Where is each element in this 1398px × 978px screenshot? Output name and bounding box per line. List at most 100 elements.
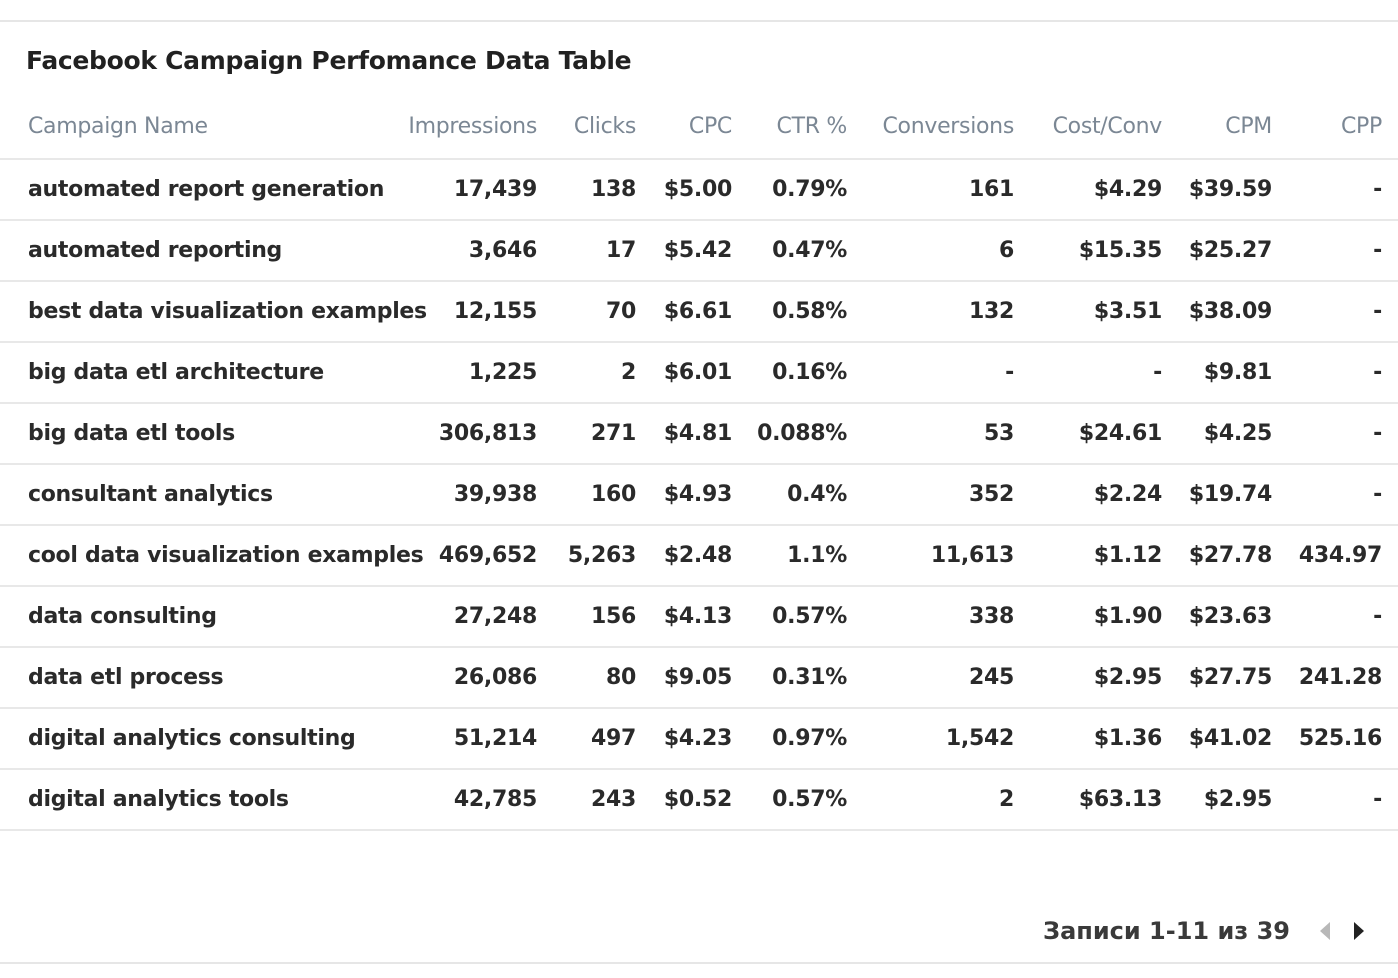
campaign-name-cell: digital analytics consulting bbox=[0, 708, 392, 770]
table-row[interactable]: data consulting 27,248 156 $4.13 0.57% 338 $1.… bbox=[0, 586, 1398, 648]
table-row[interactable]: big data etl tools 306,813 271 $4.81 0.088% 5… bbox=[0, 403, 1398, 465]
ctr-cell: 0.4% bbox=[748, 464, 863, 526]
table-row[interactable]: big data etl architecture 1,225 2 $6.01 0.16… bbox=[0, 342, 1398, 404]
table-row[interactable]: best data visualization examples 12,155 70… bbox=[0, 281, 1398, 343]
campaign-name-cell: data consulting bbox=[0, 586, 392, 648]
impressions-cell: 51,214 bbox=[392, 708, 553, 770]
ctr-cell: 0.31% bbox=[748, 647, 863, 709]
column-header-cpm[interactable]: CPM bbox=[1178, 94, 1288, 160]
conversions-cell: 132 bbox=[863, 281, 1030, 343]
ctr-cell: 0.58% bbox=[748, 281, 863, 343]
conversions-cell: 2 bbox=[863, 769, 1030, 831]
cpp-cell: 525.16 bbox=[1288, 708, 1398, 770]
cost-per-conv-cell: $2.24 bbox=[1030, 464, 1178, 526]
column-header-campaign-name[interactable]: Campaign Name bbox=[0, 94, 392, 160]
cost-per-conv-cell: $3.51 bbox=[1030, 281, 1178, 343]
conversions-cell: 6 bbox=[863, 220, 1030, 282]
table-row[interactable]: automated report generation 17,439 138 $5.0… bbox=[0, 159, 1398, 221]
cpp-cell: - bbox=[1288, 220, 1398, 282]
chevron-right-icon[interactable] bbox=[1342, 914, 1376, 948]
clicks-cell: 17 bbox=[553, 220, 652, 282]
cpc-cell: $4.93 bbox=[652, 464, 748, 526]
campaign-name-cell: best data visualization examples bbox=[0, 281, 427, 343]
impressions-cell: 27,248 bbox=[392, 586, 553, 648]
clicks-cell: 271 bbox=[553, 403, 652, 465]
table-row[interactable]: cool data visualization examples 469,652 5… bbox=[0, 525, 1398, 587]
ctr-cell: 0.088% bbox=[748, 403, 863, 465]
campaign-name-cell: big data etl architecture bbox=[0, 342, 392, 404]
table-row[interactable]: automated reporting 3,646 17 $5.42 0.47% 6 $15… bbox=[0, 220, 1398, 282]
conversions-cell: 245 bbox=[863, 647, 1030, 709]
cpc-cell: $4.81 bbox=[652, 403, 748, 465]
cpc-cell: $2.48 bbox=[652, 525, 748, 587]
clicks-cell: 243 bbox=[553, 769, 652, 831]
campaign-name-cell: big data etl tools bbox=[0, 403, 392, 465]
impressions-cell: 3,646 bbox=[392, 220, 553, 282]
clicks-cell: 70 bbox=[553, 281, 652, 343]
impressions-cell: 306,813 bbox=[392, 403, 553, 465]
cpm-cell: $39.59 bbox=[1178, 159, 1288, 221]
clicks-cell: 5,263 bbox=[553, 525, 652, 587]
cpm-cell: $23.63 bbox=[1178, 586, 1288, 648]
cpm-cell: $2.95 bbox=[1178, 769, 1288, 831]
pagination: Записи 1-11 из 39 bbox=[1043, 914, 1376, 948]
cpp-cell: - bbox=[1288, 769, 1398, 831]
table-row[interactable]: data etl process 26,086 80 $9.05 0.31% 245 $2.… bbox=[0, 647, 1398, 709]
ctr-cell: 0.57% bbox=[748, 769, 863, 831]
chevron-left-icon[interactable] bbox=[1308, 914, 1342, 948]
cost-per-conv-cell: - bbox=[1030, 342, 1178, 404]
cost-per-conv-cell: $63.13 bbox=[1030, 769, 1178, 831]
column-header-cpp[interactable]: CPP bbox=[1288, 94, 1398, 160]
impressions-cell: 469,652 bbox=[392, 525, 553, 587]
clicks-cell: 2 bbox=[553, 342, 652, 404]
clicks-cell: 138 bbox=[553, 159, 652, 221]
column-header-cost-per-conv[interactable]: Cost/Conv bbox=[1030, 94, 1178, 160]
pagination-label: Записи 1-11 из 39 bbox=[1043, 917, 1290, 945]
column-header-impressions[interactable]: Impressions bbox=[392, 94, 553, 160]
ctr-cell: 0.79% bbox=[748, 159, 863, 221]
cpc-cell: $6.61 bbox=[652, 281, 748, 343]
table-body: automated report generation 17,439 138 $5.0… bbox=[0, 159, 1398, 831]
cpm-cell: $19.74 bbox=[1178, 464, 1288, 526]
column-header-ctr[interactable]: CTR % bbox=[748, 94, 863, 160]
table-row[interactable]: digital analytics tools 42,785 243 $0.52 0.5… bbox=[0, 769, 1398, 831]
impressions-cell: 1,225 bbox=[392, 342, 553, 404]
cpm-cell: $25.27 bbox=[1178, 220, 1288, 282]
conversions-cell: 352 bbox=[863, 464, 1030, 526]
conversions-cell: 161 bbox=[863, 159, 1030, 221]
cpc-cell: $5.42 bbox=[652, 220, 748, 282]
cpp-cell: - bbox=[1288, 159, 1398, 221]
cost-per-conv-cell: $1.12 bbox=[1030, 525, 1178, 587]
conversions-cell: 11,613 bbox=[863, 525, 1030, 587]
table-header-row: Campaign Name Impressions Clicks CPC CTR… bbox=[0, 94, 1398, 160]
cpc-cell: $6.01 bbox=[652, 342, 748, 404]
ctr-cell: 0.57% bbox=[748, 586, 863, 648]
conversions-cell: - bbox=[863, 342, 1030, 404]
campaign-name-cell: cool data visualization examples bbox=[0, 525, 424, 587]
cost-per-conv-cell: $1.90 bbox=[1030, 586, 1178, 648]
campaign-name-cell: consultant analytics bbox=[0, 464, 392, 526]
campaign-name-cell: digital analytics tools bbox=[0, 769, 392, 831]
cost-per-conv-cell: $2.95 bbox=[1030, 647, 1178, 709]
column-header-clicks[interactable]: Clicks bbox=[553, 94, 652, 160]
impressions-cell: 42,785 bbox=[392, 769, 553, 831]
cpc-cell: $4.23 bbox=[652, 708, 748, 770]
cpm-cell: $9.81 bbox=[1178, 342, 1288, 404]
ctr-cell: 1.1% bbox=[748, 525, 863, 587]
clicks-cell: 156 bbox=[553, 586, 652, 648]
cpp-cell: - bbox=[1288, 342, 1398, 404]
table-row[interactable]: consultant analytics 39,938 160 $4.93 0.4% 35… bbox=[0, 464, 1398, 526]
cost-per-conv-cell: $15.35 bbox=[1030, 220, 1178, 282]
impressions-cell: 17,439 bbox=[392, 159, 553, 221]
ctr-cell: 0.16% bbox=[748, 342, 863, 404]
column-header-conversions[interactable]: Conversions bbox=[863, 94, 1030, 160]
table-row[interactable]: digital analytics consulting 51,214 497 $4.… bbox=[0, 708, 1398, 770]
conversions-cell: 1,542 bbox=[863, 708, 1030, 770]
impressions-cell: 39,938 bbox=[392, 464, 553, 526]
cost-per-conv-cell: $1.36 bbox=[1030, 708, 1178, 770]
clicks-cell: 497 bbox=[553, 708, 652, 770]
data-table-card: Facebook Campaign Perfomance Data Table … bbox=[0, 20, 1398, 964]
cpm-cell: $27.78 bbox=[1178, 525, 1288, 587]
impressions-cell: 12,155 bbox=[392, 281, 553, 343]
column-header-cpc[interactable]: CPC bbox=[652, 94, 748, 160]
